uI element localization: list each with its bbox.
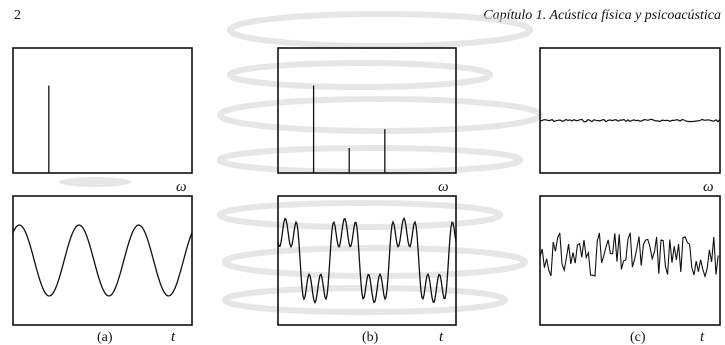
panel-a-spectrum-axis-label: ω	[176, 179, 187, 195]
panel-a-waveform-frame	[12, 195, 193, 326]
page-number: 2	[14, 8, 21, 23]
panel-c-spectrum-frame	[539, 47, 721, 174]
watermark-shape	[222, 285, 508, 315]
panel-c-waveform-frame	[539, 195, 721, 326]
panel-b: ω (b) t	[277, 47, 457, 345]
panel-c-waveform	[539, 232, 719, 279]
panel-c: ω (c) t	[539, 47, 721, 345]
panel-c-spectrum-axis-label: ω	[703, 179, 714, 195]
panel-a-label: (a)	[97, 330, 113, 345]
panel-b-time-axis-label: t	[439, 329, 444, 345]
panel-a-waveform	[12, 224, 193, 297]
panel-b-label: (b)	[362, 330, 379, 345]
panel-b-spectrum-axis-label: ω	[438, 179, 449, 195]
watermark-shape	[59, 177, 131, 187]
panel-b-spectrum-frame	[277, 47, 457, 174]
panel-b-waveform-frame	[277, 195, 457, 326]
panel-a-time-axis-label: t	[171, 329, 176, 345]
watermark-shape	[227, 11, 533, 49]
watermark-shape	[222, 245, 528, 279]
panel-a: ω (a) t	[12, 47, 193, 345]
watermark-shape	[217, 96, 543, 134]
panel-c-label: (c)	[630, 330, 646, 345]
watermark-shape	[217, 200, 503, 230]
panel-b-waveform	[277, 216, 457, 305]
running-header: Capítulo 1. Acústica física y psicoacúst…	[483, 8, 721, 23]
panel-b-spectrum-lines	[312, 85, 386, 173]
panel-a-spectrum-frame	[12, 47, 193, 174]
watermark	[59, 11, 543, 315]
watermark-shape	[227, 60, 493, 90]
panel-c-time-axis-label: t	[700, 329, 705, 345]
panel-c-spectrum-curve	[539, 118, 721, 123]
watermark-shape	[217, 145, 523, 175]
